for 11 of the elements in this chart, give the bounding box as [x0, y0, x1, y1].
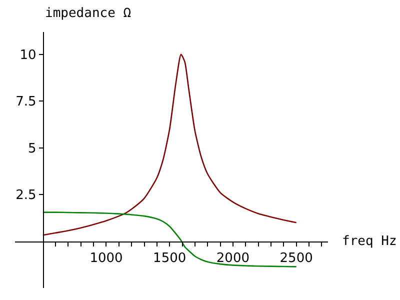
line-series [42, 54, 297, 236]
y-tick-label: 10 [20, 48, 36, 63]
x-axis-title: freq Hz [342, 234, 397, 249]
y-tick-label: 5 [28, 141, 36, 156]
x-tick-label: 2500 [280, 250, 313, 266]
x-tick-label: 1500 [153, 250, 186, 266]
y-tick-label: 2.5 [16, 188, 36, 204]
y-tick-label: 7.5 [16, 94, 36, 110]
x-tick-label: 2000 [216, 250, 250, 266]
y-axis-title: impedance Ω [45, 6, 132, 21]
x-tick-label: 1000 [90, 250, 123, 266]
